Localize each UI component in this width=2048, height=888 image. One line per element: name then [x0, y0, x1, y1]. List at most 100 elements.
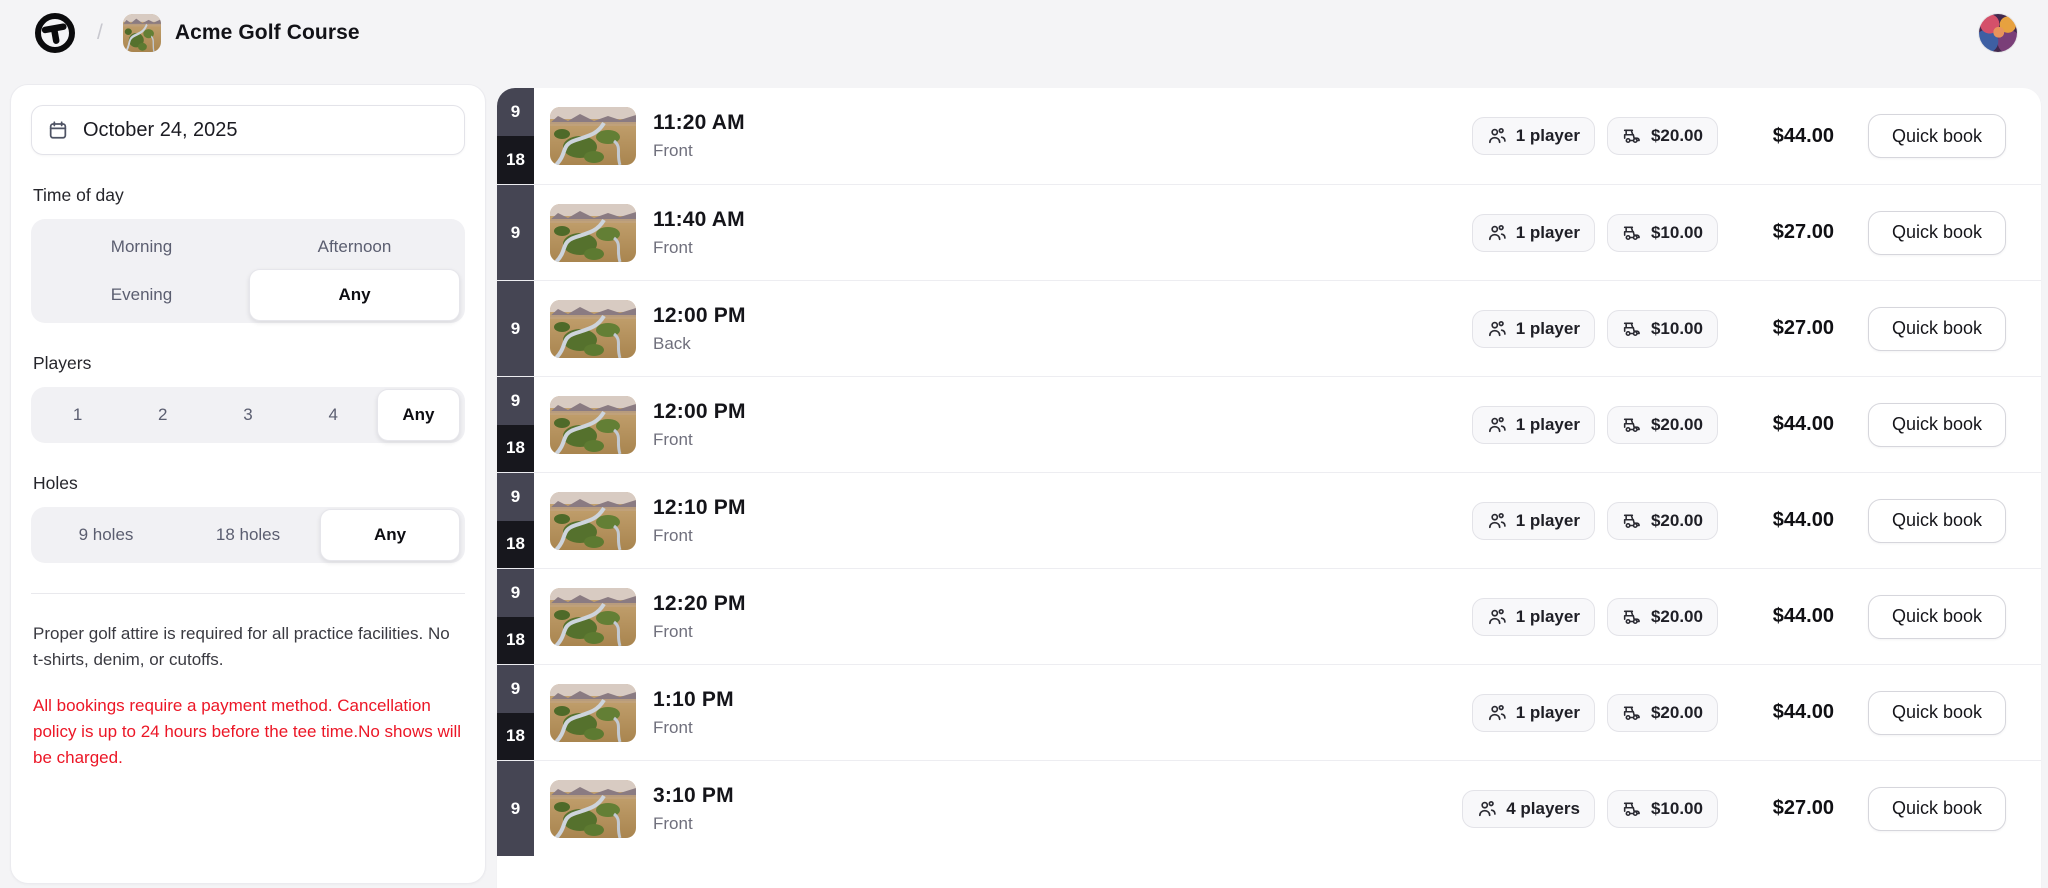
- holes-badge-strip: 9: [497, 281, 534, 376]
- option-evening[interactable]: Evening: [36, 272, 247, 318]
- players-count: 1 player: [1515, 414, 1580, 434]
- row-actions: 1 player $20.00 $44.00 Quick book: [1471, 498, 2006, 543]
- date-value: October 24, 2025: [83, 118, 238, 141]
- course-thumbnail: [550, 395, 636, 454]
- holes-9-badge: 9: [497, 569, 534, 617]
- option-morning[interactable]: Morning: [36, 224, 247, 270]
- course-photo: [550, 779, 636, 838]
- option-any[interactable]: Any: [376, 389, 460, 441]
- players-count: 1 player: [1515, 510, 1580, 530]
- option-3[interactable]: 3: [206, 392, 289, 438]
- users-icon: [1488, 224, 1506, 240]
- tee-time: 12:10 PM: [653, 495, 746, 519]
- players-count: 1 player: [1515, 318, 1580, 338]
- holes-badge-strip: 9: [497, 185, 534, 280]
- course-photo: [122, 14, 161, 52]
- holes-badge-strip: 9 18: [497, 473, 534, 568]
- course-photo: [550, 587, 636, 646]
- quick-book-button[interactable]: Quick book: [1867, 690, 2006, 735]
- tee-time-info: 12:00 PM Back: [653, 304, 746, 354]
- breadcrumb-separator: /: [97, 21, 103, 44]
- course-photo: [550, 203, 636, 262]
- quick-book-button[interactable]: Quick book: [1867, 306, 2006, 351]
- course-logo-image: [122, 14, 161, 52]
- cart-price: $20.00: [1650, 702, 1703, 722]
- cart-price-chip: $10.00: [1606, 789, 1718, 828]
- option-afternoon[interactable]: Afternoon: [249, 224, 460, 270]
- course-side: Front: [653, 429, 693, 449]
- option-1[interactable]: 1: [36, 392, 119, 438]
- users-icon: [1488, 704, 1506, 720]
- option-any[interactable]: Any: [249, 269, 460, 321]
- quick-book-button[interactable]: Quick book: [1867, 498, 2006, 543]
- date-picker-input[interactable]: October 24, 2025: [31, 105, 465, 155]
- tee-time-info: 12:20 PM Front: [653, 592, 746, 642]
- user-avatar[interactable]: [1979, 14, 2017, 52]
- cart-price: $10.00: [1650, 798, 1703, 818]
- option-any[interactable]: Any: [320, 509, 460, 561]
- time-of-day-label: Time of day: [33, 185, 124, 205]
- quick-book-button[interactable]: Quick book: [1867, 210, 2006, 255]
- cart-price: $20.00: [1650, 414, 1703, 434]
- players-chip: 1 player: [1471, 405, 1595, 444]
- option-18-holes[interactable]: 18 holes: [178, 512, 318, 558]
- users-icon: [1488, 416, 1506, 432]
- holes-9-badge: 9: [497, 665, 534, 713]
- row-actions: 1 player $10.00 $27.00 Quick book: [1471, 210, 2006, 255]
- tee-time-info: 1:10 PM Front: [653, 688, 734, 738]
- option-9-holes[interactable]: 9 holes: [36, 512, 176, 558]
- row-actions: 1 player $10.00 $27.00 Quick book: [1471, 306, 2006, 351]
- total-price: $27.00: [1772, 317, 1834, 339]
- tee-time: 12:20 PM: [653, 591, 746, 615]
- course-side: Front: [653, 621, 693, 641]
- option-2[interactable]: 2: [121, 392, 204, 438]
- total-price: $44.00: [1772, 124, 1834, 147]
- time-of-day-segmented: Morning Afternoon Evening Any: [31, 219, 465, 323]
- players-count: 1 player: [1515, 126, 1580, 145]
- quick-book-button[interactable]: Quick book: [1867, 402, 2006, 447]
- course-photo: [550, 395, 636, 454]
- course-thumbnail: [550, 107, 636, 165]
- holes-segmented: 9 holes 18 holes Any: [31, 507, 465, 563]
- holes-badge-strip: 9 18: [497, 569, 534, 664]
- option-4[interactable]: 4: [292, 392, 375, 438]
- brand-logo-icon[interactable]: [33, 11, 77, 55]
- tee-time-row: 9 18 12:20 PM Front 1 player $20.00 $44.0…: [497, 568, 2041, 664]
- total-price: $27.00: [1772, 221, 1834, 243]
- course-thumbnail: [550, 203, 636, 262]
- cart-price-chip: $20.00: [1606, 117, 1718, 155]
- golf-cart-icon: [1623, 514, 1640, 528]
- holes-18-badge: 18: [497, 520, 534, 568]
- course-photo: [550, 491, 636, 550]
- cart-price-chip: $20.00: [1606, 501, 1718, 540]
- course-photo: [550, 107, 636, 165]
- tee-time-row: 9 18 12:00 PM Front 1 player $20.00 $44.0…: [497, 376, 2041, 472]
- players-count: 1 player: [1515, 222, 1580, 242]
- players-count: 1 player: [1515, 606, 1580, 626]
- row-actions: 1 player $20.00 $44.00 Quick book: [1471, 402, 2006, 447]
- course-side: Back: [653, 333, 691, 353]
- holes-18-badge: 18: [497, 712, 534, 760]
- holes-9-badge: 9: [497, 761, 534, 856]
- tee-time-row: 9 11:40 AM Front 1 player $10.00 $27.00 …: [497, 184, 2041, 280]
- course-photo: [550, 299, 636, 358]
- golf-cart-icon: [1623, 226, 1640, 240]
- calendar-icon: [49, 121, 67, 139]
- tee-time: 12:00 PM: [653, 399, 746, 423]
- players-chip: 1 player: [1471, 117, 1595, 155]
- tee-time: 3:10 PM: [653, 783, 734, 807]
- tee-time: 12:00 PM: [653, 303, 746, 327]
- course-thumbnail: [550, 683, 636, 742]
- holes-9-badge: 9: [497, 185, 534, 280]
- users-icon: [1479, 800, 1496, 816]
- cart-price: $20.00: [1650, 126, 1703, 145]
- row-actions: 1 player $20.00 $44.00 Quick book: [1471, 690, 2006, 735]
- holes-9-badge: 9: [497, 377, 534, 425]
- golf-cart-icon: [1623, 706, 1640, 720]
- quick-book-button[interactable]: Quick book: [1867, 114, 2006, 158]
- quick-book-button[interactable]: Quick book: [1867, 786, 2006, 831]
- cart-price-chip: $20.00: [1606, 597, 1718, 636]
- quick-book-button[interactable]: Quick book: [1867, 594, 2006, 639]
- total-price: $44.00: [1772, 509, 1834, 531]
- users-icon: [1488, 127, 1506, 144]
